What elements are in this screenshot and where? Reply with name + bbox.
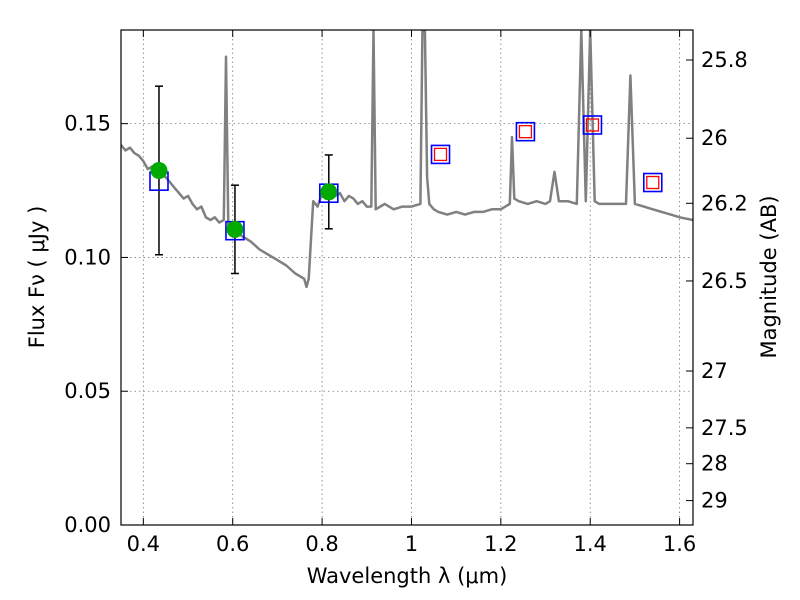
x-tick-label: 0.6 (216, 532, 249, 556)
observed-point (226, 220, 244, 238)
x-tick-label: 0.4 (127, 532, 160, 556)
y-tick-label: 0.15 (64, 112, 111, 136)
mag-tick-label: 27 (701, 359, 728, 383)
predicted-photometry-square (646, 175, 660, 190)
x-tick-label: 0.8 (305, 532, 338, 556)
plot-area (121, 30, 693, 289)
y-tick-label: 0.10 (64, 245, 111, 269)
plot-frame (120, 29, 694, 526)
x-tick-label: 1 (405, 532, 418, 556)
model-photometry-square (582, 115, 603, 135)
model-photometry-square (642, 172, 663, 193)
x-axis-label: Wavelength λ (μm) (307, 564, 508, 588)
model-photometry-square (430, 144, 451, 165)
x-tick-label: 1.6 (663, 532, 696, 556)
mag-tick-label: 26.2 (701, 191, 748, 215)
predicted-photometry-square (433, 147, 448, 162)
x-tick-label: 1.4 (574, 532, 607, 556)
mag-tick-label: 26 (701, 126, 728, 150)
grid (121, 30, 693, 526)
mag-tick-label: 25.8 (701, 48, 748, 72)
y-axis-label: Flux Fν ( μJy ) (25, 206, 49, 349)
model-photometry-square (515, 121, 536, 142)
x-tick-label: 1.2 (484, 532, 517, 556)
mag-tick-label: 26.5 (701, 269, 748, 293)
y-tick-label: 0.05 (64, 379, 111, 403)
observed-point (320, 183, 338, 201)
observed-point (150, 161, 168, 179)
mag-tick-label: 28 (701, 452, 728, 476)
y-axis-right-label: Magnitude (AB) (757, 195, 781, 358)
predicted-photometry-square (518, 125, 533, 139)
model-spectrum-line (121, 30, 693, 289)
y-tick-label: 0.00 (64, 513, 111, 537)
mag-tick-label: 27.5 (701, 416, 748, 440)
mag-tick-label: 29 (701, 489, 728, 513)
predicted-photometry-square (585, 118, 600, 132)
axis-ticks: 0.4 0.6 0.8 1 1.2 1.4 1.6 0.00 0.05 0.10 0.15 25.8 2… (64, 30, 748, 556)
